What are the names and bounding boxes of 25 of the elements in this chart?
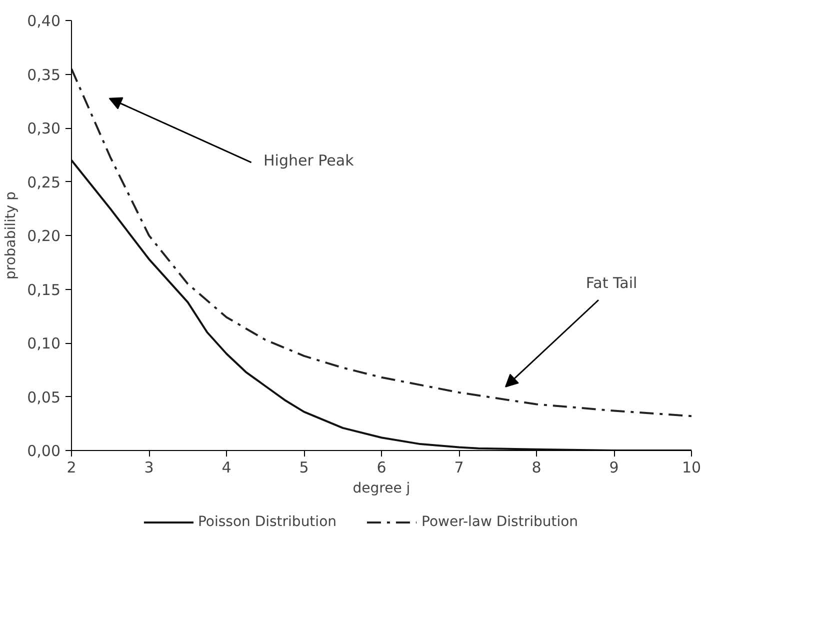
y-tick-label: 0,25 <box>27 173 61 192</box>
y-tick-label: 0,20 <box>27 227 61 245</box>
x-tick-label: 5 <box>299 458 309 476</box>
legend-label: Poisson Distribution <box>198 514 337 530</box>
y-tick-label: 0,05 <box>27 388 61 406</box>
x-tick-label: 10 <box>682 458 702 476</box>
y-axis-title: probability p <box>3 191 20 280</box>
x-tick-label: 9 <box>609 458 619 476</box>
annotation: Fat Tail <box>586 274 638 292</box>
x-tick-label: 2 <box>66 458 76 476</box>
x-tick-label: 3 <box>144 458 154 476</box>
y-tick-label: 0,35 <box>27 66 61 84</box>
x-axis-title: degree j <box>352 480 410 496</box>
y-tick-label: 0,15 <box>27 280 61 299</box>
legend-label: Power-law Distribution <box>422 514 578 530</box>
x-tick-label: 7 <box>454 458 464 476</box>
line-series <box>72 68 692 418</box>
y-tick-label: 0,30 <box>27 120 61 138</box>
annotation: Higher Peak <box>264 151 354 170</box>
y-tick-label: 0,00 <box>27 442 61 460</box>
y-tick-label: 0,10 <box>27 334 61 352</box>
x-tick-label: 6 <box>376 458 386 476</box>
x-tick-label: 4 <box>222 458 232 476</box>
x-tick-label: 8 <box>532 458 542 476</box>
y-tick-label: 0,40 <box>27 12 61 30</box>
